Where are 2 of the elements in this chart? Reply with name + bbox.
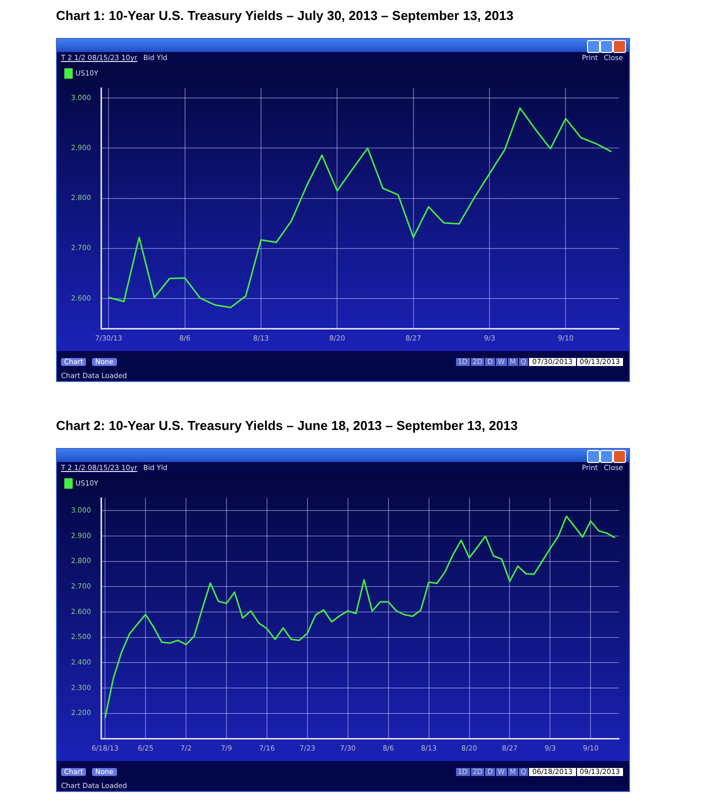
chart-title: Chart 2: 10-Year U.S. Treasury Yields – June 18, 2013 – September 13, 2013 xyxy=(56,418,518,433)
chart-title: Chart 1: 10-Year U.S. Treasury Yields – July 30, 2013 – September 13, 2013 xyxy=(56,8,514,23)
